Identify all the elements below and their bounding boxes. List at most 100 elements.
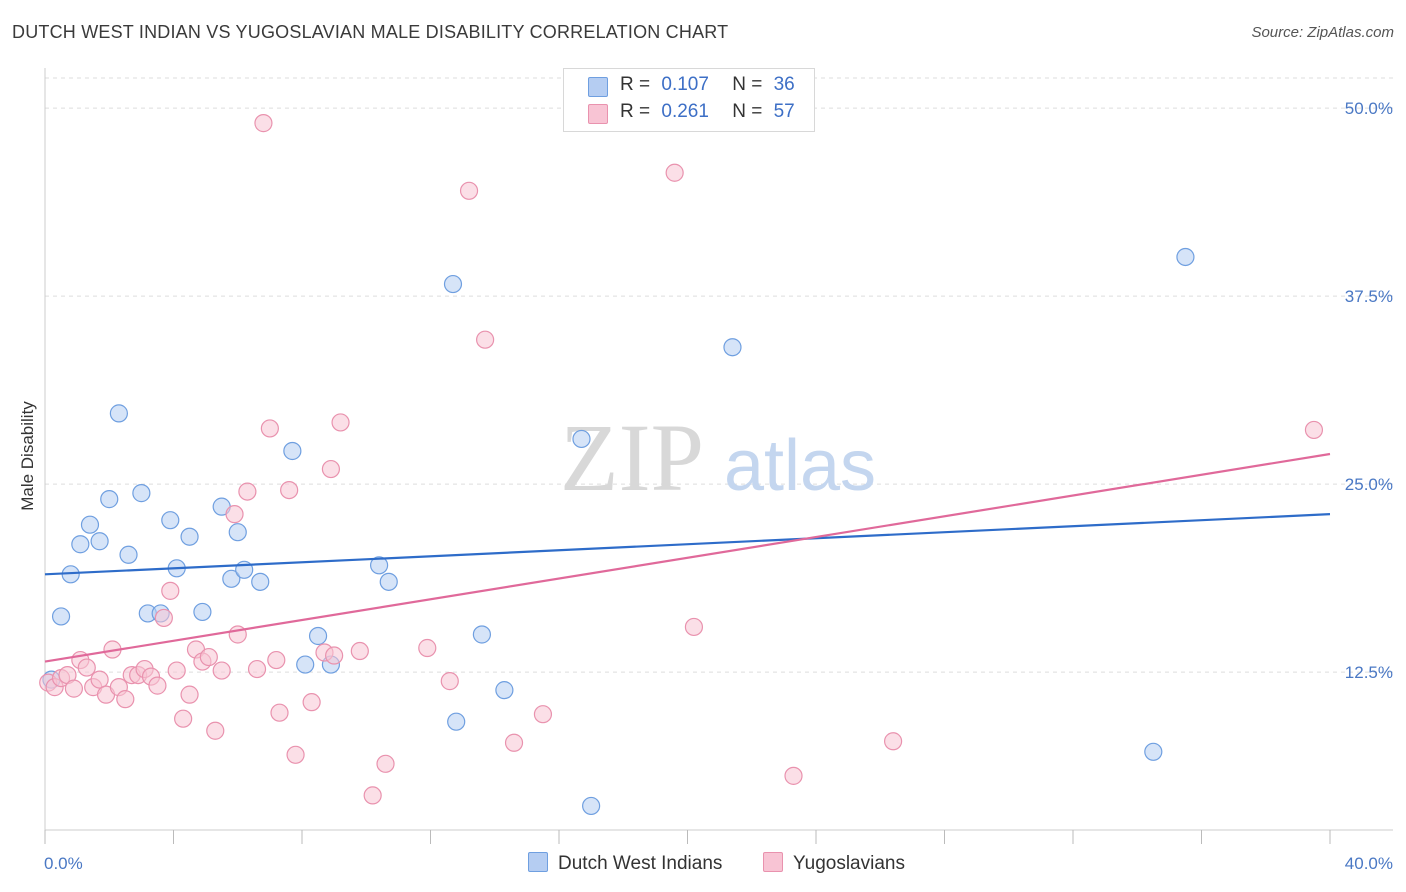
- point-yugoslavians: [167, 661, 186, 680]
- watermark-zip: ZIP: [560, 404, 704, 511]
- r-value: 0.261: [661, 101, 709, 122]
- point-dutch-west-indians: [379, 572, 398, 591]
- point-yugoslavians: [180, 685, 199, 704]
- point-yugoslavians: [161, 581, 180, 600]
- point-dutch-west-indians: [180, 527, 199, 546]
- point-yugoslavians: [154, 608, 173, 628]
- stats-legend: R = 0.107 N = 36 R = 0.261 N = 57: [563, 68, 815, 132]
- trend-line-dutch-west-indians: [44, 513, 1331, 576]
- point-dutch-west-indians: [193, 602, 212, 622]
- grid-layer: [45, 77, 1393, 673]
- point-yugoslavians: [325, 646, 344, 665]
- point-yugoslavians: [684, 617, 704, 637]
- r-label: R =: [620, 101, 651, 122]
- n-label: N =: [732, 74, 763, 95]
- axis-layer: [44, 68, 1393, 844]
- point-dutch-west-indians: [71, 535, 90, 554]
- point-dutch-west-indians: [51, 607, 71, 626]
- point-dutch-west-indians: [723, 338, 742, 357]
- legend-item-dutch-west-indians: Dutch West Indians: [528, 852, 722, 875]
- legend-label: Dutch West Indians: [558, 853, 723, 874]
- point-yugoslavians: [363, 786, 382, 805]
- x-tick-label: 0.0%: [44, 854, 83, 873]
- point-yugoslavians: [321, 459, 341, 479]
- pink-swatch: [588, 104, 608, 124]
- point-dutch-west-indians: [222, 569, 241, 588]
- point-yugoslavians: [238, 482, 257, 501]
- point-yugoslavians: [665, 163, 684, 182]
- point-yugoslavians: [254, 114, 273, 133]
- blue-swatch: [528, 852, 548, 872]
- chart-title: DUTCH WEST INDIAN VS YUGOSLAVIAN MALE DI…: [12, 22, 729, 42]
- point-dutch-west-indians: [100, 490, 119, 509]
- point-yugoslavians: [533, 705, 553, 724]
- n-value: 36: [773, 74, 795, 95]
- trend-layer: [44, 452, 1331, 663]
- point-yugoslavians: [286, 745, 305, 764]
- point-yugoslavians: [1304, 420, 1324, 440]
- point-dutch-west-indians: [80, 515, 100, 534]
- point-yugoslavians: [504, 733, 524, 752]
- point-dutch-west-indians: [161, 511, 180, 530]
- point-yugoslavians: [64, 679, 84, 698]
- point-dutch-west-indians: [572, 429, 591, 449]
- blue-swatch: [588, 77, 608, 97]
- n-value: 57: [773, 101, 795, 122]
- watermark: ZIP atlas: [560, 404, 876, 511]
- point-dutch-west-indians: [1176, 247, 1195, 267]
- point-yugoslavians: [247, 659, 267, 679]
- point-yugoslavians: [267, 650, 286, 670]
- point-yugoslavians: [270, 703, 289, 722]
- legend-label: Yugoslavians: [793, 853, 905, 874]
- point-dutch-west-indians: [582, 796, 601, 816]
- point-dutch-west-indians: [90, 532, 109, 551]
- y-tick-label: 37.5%: [1345, 287, 1393, 306]
- point-yugoslavians: [260, 419, 279, 438]
- point-yugoslavians: [350, 641, 369, 661]
- point-yugoslavians: [459, 181, 479, 200]
- point-dutch-west-indians: [443, 274, 463, 294]
- label-layer: 12.5% 25.0% 37.5% 50.0% 0.0% 40.0%: [44, 99, 1393, 873]
- point-yugoslavians: [476, 330, 495, 349]
- r-value: 0.107: [661, 74, 709, 95]
- r-label: R =: [620, 74, 651, 95]
- legend-item-yugoslavians: Yugoslavians: [763, 852, 905, 875]
- point-yugoslavians: [418, 638, 437, 658]
- point-yugoslavians: [199, 647, 218, 667]
- point-yugoslavians: [331, 413, 350, 432]
- point-dutch-west-indians: [251, 572, 270, 591]
- point-dutch-west-indians: [296, 655, 315, 674]
- point-yugoslavians: [148, 676, 167, 695]
- point-yugoslavians: [116, 690, 135, 709]
- point-yugoslavians: [174, 709, 193, 728]
- points-layer: [39, 114, 1324, 816]
- point-yugoslavians: [302, 693, 321, 712]
- n-label: N =: [732, 101, 763, 122]
- x-tick-label: 40.0%: [1345, 854, 1393, 873]
- point-yugoslavians: [206, 721, 225, 740]
- point-dutch-west-indians: [308, 626, 328, 646]
- point-dutch-west-indians: [447, 712, 466, 731]
- point-dutch-west-indians: [370, 556, 389, 575]
- point-dutch-west-indians: [119, 545, 138, 564]
- point-dutch-west-indians: [109, 404, 128, 423]
- point-yugoslavians: [784, 766, 803, 785]
- trend-line-yugoslavians: [44, 452, 1331, 663]
- point-yugoslavians: [883, 732, 903, 751]
- point-dutch-west-indians: [1144, 742, 1163, 761]
- y-tick-label: 50.0%: [1345, 99, 1393, 118]
- point-dutch-west-indians: [472, 625, 491, 644]
- point-yugoslavians: [280, 480, 299, 500]
- point-yugoslavians: [77, 658, 96, 677]
- pink-swatch: [763, 852, 783, 872]
- point-dutch-west-indians: [228, 523, 247, 542]
- watermark-atlas: atlas: [724, 426, 876, 506]
- point-dutch-west-indians: [495, 681, 514, 700]
- source-label: Source: ZipAtlas.com: [1251, 24, 1394, 41]
- point-yugoslavians: [376, 754, 395, 773]
- point-dutch-west-indians: [132, 484, 151, 503]
- y-tick-label: 25.0%: [1345, 475, 1393, 494]
- point-yugoslavians: [90, 670, 109, 689]
- point-yugoslavians: [440, 672, 459, 691]
